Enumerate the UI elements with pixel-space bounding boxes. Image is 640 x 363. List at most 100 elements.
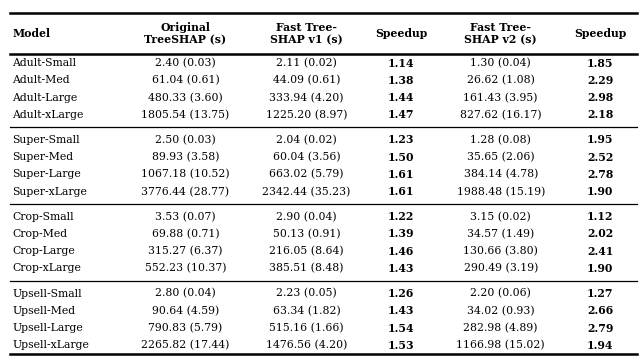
Text: 1.12: 1.12 (587, 211, 614, 222)
Text: 2.79: 2.79 (587, 323, 614, 334)
Text: Adult-xLarge: Adult-xLarge (12, 110, 84, 120)
Text: 3.15 (0.02): 3.15 (0.02) (470, 212, 531, 222)
Text: Crop-Small: Crop-Small (12, 212, 74, 222)
Text: 1.90: 1.90 (587, 263, 614, 274)
Text: Fast Tree-
SHAP v1 (s): Fast Tree- SHAP v1 (s) (270, 22, 343, 45)
Text: 1.46: 1.46 (388, 246, 414, 257)
Text: Super-Med: Super-Med (12, 152, 74, 162)
Text: 1.61: 1.61 (388, 169, 415, 180)
Text: 1067.18 (10.52): 1067.18 (10.52) (141, 169, 230, 180)
Text: 1.27: 1.27 (587, 288, 614, 299)
Text: 2.90 (0.04): 2.90 (0.04) (276, 212, 337, 222)
Text: 1.23: 1.23 (388, 134, 415, 146)
Text: 790.83 (5.79): 790.83 (5.79) (148, 323, 223, 333)
Text: 1.30 (0.04): 1.30 (0.04) (470, 58, 531, 68)
Text: 1166.98 (15.02): 1166.98 (15.02) (456, 340, 545, 350)
Text: 1.95: 1.95 (587, 134, 614, 146)
Text: 315.27 (6.37): 315.27 (6.37) (148, 246, 223, 256)
Text: 333.94 (4.20): 333.94 (4.20) (269, 93, 344, 103)
Text: Upsell-Med: Upsell-Med (12, 306, 76, 316)
Text: 2.02: 2.02 (587, 228, 613, 240)
Text: 384.14 (4.78): 384.14 (4.78) (463, 169, 538, 180)
Text: 1.50: 1.50 (388, 152, 415, 163)
Text: 1.38: 1.38 (388, 75, 415, 86)
Text: 2.23 (0.05): 2.23 (0.05) (276, 288, 337, 299)
Text: 2265.82 (17.44): 2265.82 (17.44) (141, 340, 230, 350)
Text: Super-Small: Super-Small (12, 135, 80, 145)
Text: 290.49 (3.19): 290.49 (3.19) (463, 263, 538, 274)
Text: 2.40 (0.03): 2.40 (0.03) (155, 58, 216, 68)
Text: Fast Tree-
SHAP v2 (s): Fast Tree- SHAP v2 (s) (465, 22, 537, 45)
Text: Upsell-Small: Upsell-Small (12, 289, 82, 298)
Text: 63.34 (1.82): 63.34 (1.82) (273, 306, 340, 316)
Text: 161.43 (3.95): 161.43 (3.95) (463, 93, 538, 103)
Text: 1.47: 1.47 (388, 109, 415, 121)
Text: Speedup: Speedup (574, 28, 627, 39)
Text: Adult-Med: Adult-Med (12, 76, 70, 85)
Text: Adult-Large: Adult-Large (12, 93, 77, 103)
Text: 50.13 (0.91): 50.13 (0.91) (273, 229, 340, 239)
Text: 35.65 (2.06): 35.65 (2.06) (467, 152, 534, 162)
Text: 61.04 (0.61): 61.04 (0.61) (152, 75, 220, 86)
Text: 1.85: 1.85 (587, 58, 614, 69)
Text: 552.23 (10.37): 552.23 (10.37) (145, 263, 226, 274)
Text: 1.54: 1.54 (388, 323, 415, 334)
Text: 69.88 (0.71): 69.88 (0.71) (152, 229, 220, 239)
Text: 1.26: 1.26 (388, 288, 414, 299)
Text: Upsell-xLarge: Upsell-xLarge (12, 340, 89, 350)
Text: 2.20 (0.06): 2.20 (0.06) (470, 288, 531, 299)
Text: 2.80 (0.04): 2.80 (0.04) (155, 288, 216, 299)
Text: 1225.20 (8.97): 1225.20 (8.97) (266, 110, 348, 120)
Text: 1988.48 (15.19): 1988.48 (15.19) (456, 187, 545, 197)
Text: 282.98 (4.89): 282.98 (4.89) (463, 323, 538, 333)
Text: 1.43: 1.43 (388, 305, 415, 316)
Text: 480.33 (3.60): 480.33 (3.60) (148, 93, 223, 103)
Text: 1.14: 1.14 (388, 58, 415, 69)
Text: 1.94: 1.94 (587, 340, 614, 351)
Text: 1476.56 (4.20): 1476.56 (4.20) (266, 340, 348, 350)
Text: Upsell-Large: Upsell-Large (12, 323, 83, 333)
Text: 2.18: 2.18 (587, 109, 614, 121)
Text: 2.66: 2.66 (587, 305, 613, 316)
Text: Original
TreeSHAP (s): Original TreeSHAP (s) (145, 22, 227, 45)
Text: 216.05 (8.64): 216.05 (8.64) (269, 246, 344, 256)
Text: 827.62 (16.17): 827.62 (16.17) (460, 110, 541, 120)
Text: 1.44: 1.44 (388, 92, 414, 103)
Text: 34.02 (0.93): 34.02 (0.93) (467, 306, 534, 316)
Text: 90.64 (4.59): 90.64 (4.59) (152, 306, 219, 316)
Text: 2.04 (0.02): 2.04 (0.02) (276, 135, 337, 145)
Text: 1.43: 1.43 (388, 263, 415, 274)
Text: Crop-Med: Crop-Med (12, 229, 67, 239)
Text: 60.04 (3.56): 60.04 (3.56) (273, 152, 340, 162)
Text: Adult-Small: Adult-Small (12, 58, 76, 68)
Text: Crop-xLarge: Crop-xLarge (12, 264, 81, 273)
Text: Model: Model (12, 28, 51, 39)
Text: 2.50 (0.03): 2.50 (0.03) (155, 135, 216, 145)
Text: Super-xLarge: Super-xLarge (12, 187, 87, 197)
Text: Speedup: Speedup (375, 28, 428, 39)
Text: 3.53 (0.07): 3.53 (0.07) (155, 212, 216, 222)
Text: 515.16 (1.66): 515.16 (1.66) (269, 323, 344, 333)
Text: 34.57 (1.49): 34.57 (1.49) (467, 229, 534, 239)
Text: 26.62 (1.08): 26.62 (1.08) (467, 75, 534, 86)
Text: 2.29: 2.29 (587, 75, 613, 86)
Text: 385.51 (8.48): 385.51 (8.48) (269, 263, 344, 274)
Text: 663.02 (5.79): 663.02 (5.79) (269, 169, 344, 180)
Text: Crop-Large: Crop-Large (12, 246, 75, 256)
Text: 2.78: 2.78 (587, 169, 614, 180)
Text: 3776.44 (28.77): 3776.44 (28.77) (141, 187, 230, 197)
Text: 1.22: 1.22 (388, 211, 414, 222)
Text: 1.39: 1.39 (388, 228, 415, 240)
Text: 2.52: 2.52 (587, 152, 614, 163)
Text: Super-Large: Super-Large (12, 170, 81, 179)
Text: 1.53: 1.53 (388, 340, 415, 351)
Text: 2.41: 2.41 (587, 246, 614, 257)
Text: 2.11 (0.02): 2.11 (0.02) (276, 58, 337, 68)
Text: 1.90: 1.90 (587, 186, 614, 197)
Text: 2342.44 (35.23): 2342.44 (35.23) (262, 187, 351, 197)
Text: 2.98: 2.98 (587, 92, 613, 103)
Text: 1.61: 1.61 (388, 186, 415, 197)
Text: 44.09 (0.61): 44.09 (0.61) (273, 75, 340, 86)
Text: 89.93 (3.58): 89.93 (3.58) (152, 152, 220, 162)
Text: 1.28 (0.08): 1.28 (0.08) (470, 135, 531, 145)
